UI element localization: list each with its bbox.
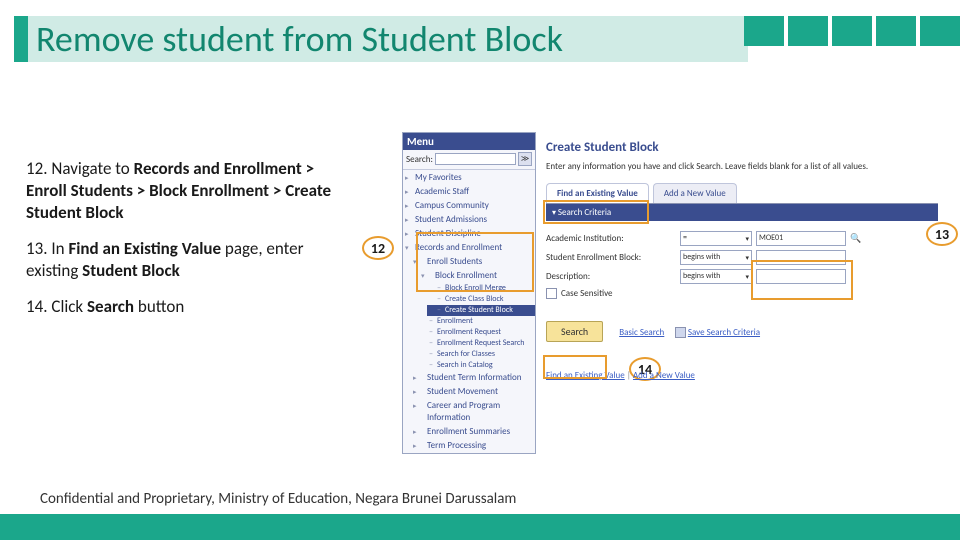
menu-search-classes[interactable]: Search for Classes [419,349,535,360]
step-12: 12. Navigate to Records and Enrollment >… [26,158,356,224]
menu-create-class-block[interactable]: Create Class Block [427,294,535,305]
lookup-icon[interactable]: 🔍 [850,233,861,244]
menu-search-go-button[interactable]: ≫ [518,152,532,166]
action-row: Search Basic Search Save Search Criteria [546,321,938,342]
menu-enrollment-summaries[interactable]: Enrollment Summaries [411,425,535,439]
op-description[interactable]: begins with [680,269,752,284]
menu-student-term-info[interactable]: Student Term Information [411,371,535,385]
menu-campus-community[interactable]: Campus Community [403,199,535,213]
menu-enrollment-request[interactable]: Enrollment Request [419,327,535,338]
title-right-decor [744,16,960,62]
footer-bar [0,514,960,540]
title-accent-block [14,16,28,62]
page-heading: Create Student Block [546,132,938,161]
menu-header: Menu [403,133,535,150]
menu-term-processing[interactable]: Term Processing [411,439,535,453]
label-case-sensitive: Case Sensitive [561,288,613,299]
menu-search-label: Search: [406,154,433,165]
bottom-add-new-link[interactable]: Add a New Value [633,370,695,381]
label-academic-institution: Academic Institution: [546,233,676,244]
label-student-enrollment-block: Student Enrollment Block: [546,252,676,263]
label-description: Description: [546,271,676,282]
instruction-list: 12. Navigate to Records and Enrollment >… [26,158,356,333]
menu-search-row: Search: ≫ [403,150,535,168]
highlight-box-menu [416,232,534,292]
row-description: Description: begins with [546,269,938,284]
menu-search-catalog[interactable]: Search in Catalog [419,360,535,371]
callout-12: 12 [362,236,394,260]
search-button[interactable]: Search [546,321,603,342]
menu-career-program[interactable]: Career and Program Information [411,399,535,425]
menu-my-favorites[interactable]: My Favorites [403,171,535,185]
content-panel: Create Student Block Enter any informati… [546,132,938,381]
footer-text: Confidential and Proprietary, Ministry o… [40,490,516,514]
checkbox-case-sensitive[interactable] [546,288,557,299]
op-academic-institution[interactable]: = [680,231,752,246]
step-13: 13. In Find an Existing Value page, ente… [26,238,356,282]
highlight-box-tab [543,200,649,224]
save-search-link[interactable]: Save Search Criteria [688,327,760,338]
row-case-sensitive: Case Sensitive [546,288,938,299]
tab-add-new[interactable]: Add a New Value [653,183,737,203]
highlight-box-fields [751,260,853,300]
menu-enrollment-request-search[interactable]: Enrollment Request Search [419,338,535,349]
op-student-enrollment-block[interactable]: begins with [680,250,752,265]
menu-panel: Menu Search: ≫ My Favorites Academic Sta… [402,132,536,454]
search-links: Basic Search Save Search Criteria [619,325,768,338]
step-14: 14. Click Search button [26,296,356,318]
slide-title-bar: Remove student from Student Block [0,16,960,62]
row-academic-institution: Academic Institution: = MOE01 🔍 [546,231,938,246]
menu-academic-staff[interactable]: Academic Staff [403,185,535,199]
menu-enrollment[interactable]: Enrollment [419,316,535,327]
input-academic-institution[interactable]: MOE01 [756,231,846,246]
menu-student-admissions[interactable]: Student Admissions [403,213,535,227]
basic-search-link[interactable]: Basic Search [619,327,664,338]
highlight-box-search-btn [543,355,607,379]
row-student-enrollment-block: Student Enrollment Block: begins with [546,250,938,265]
menu-search-input[interactable] [435,153,516,165]
page-intro-text: Enter any information you have and click… [546,161,938,172]
menu-student-movement[interactable]: Student Movement [411,385,535,399]
screenshot-area: Menu Search: ≫ My Favorites Academic Sta… [402,132,938,432]
slide-title: Remove student from Student Block [36,16,563,62]
save-icon [675,327,686,338]
menu-create-student-block[interactable]: Create Student Block [427,305,535,316]
